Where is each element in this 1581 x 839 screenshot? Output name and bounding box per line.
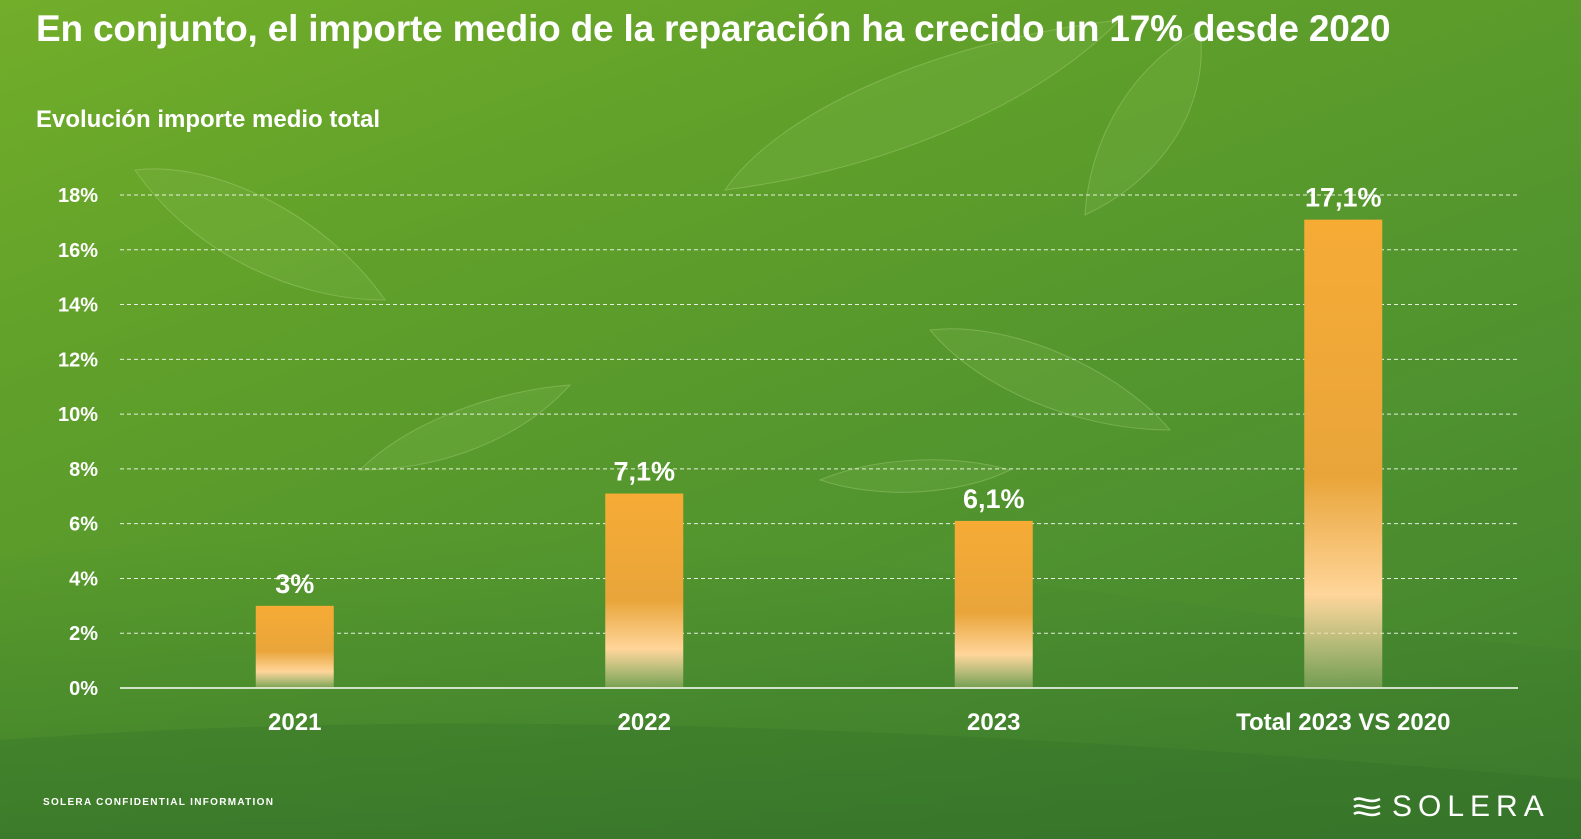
x-tick-label: 2021 — [268, 709, 321, 736]
solera-logo: SOLERA — [1352, 787, 1550, 827]
y-tick-label: 10% — [58, 404, 98, 426]
leaf-shape — [723, 19, 1122, 191]
y-tick-label: 0% — [69, 678, 98, 700]
logo-text: SOLERA — [1392, 790, 1550, 823]
x-tick-label: Total 2023 VS 2020 — [1236, 709, 1450, 736]
data-label: 17,1% — [1305, 183, 1382, 213]
y-tick-label: 2% — [69, 623, 98, 645]
data-label: 3% — [275, 569, 314, 599]
leaf-shape — [134, 168, 386, 301]
leaf-shape — [929, 328, 1172, 431]
page-title: En conjunto, el importe medio de la repa… — [36, 8, 1391, 49]
y-tick-label: 16% — [58, 240, 98, 262]
confidential-footer: SOLERA CONFIDENTIAL INFORMATION — [43, 797, 275, 808]
y-tick-label: 12% — [58, 349, 98, 371]
data-label: 7,1% — [613, 457, 675, 487]
y-tick-label: 18% — [58, 185, 98, 207]
x-tick-label: 2023 — [967, 709, 1020, 736]
bar-2022 — [605, 493, 684, 688]
x-tick-label: 2022 — [618, 709, 671, 736]
leaf-shape — [1084, 29, 1202, 216]
leaf-shape — [818, 459, 1012, 493]
data-label: 6,1% — [963, 484, 1025, 514]
bar-total-2023-vs-2020 — [1304, 219, 1383, 688]
solera-wave-icon — [1353, 797, 1381, 817]
y-tick-label: 6% — [69, 514, 98, 536]
y-tick-label: 4% — [69, 568, 98, 590]
leaf-shape — [358, 384, 572, 471]
bar-2021 — [255, 605, 334, 688]
hill-shape — [0, 723, 1581, 839]
y-tick-label: 8% — [69, 459, 98, 481]
bar-2023 — [954, 520, 1033, 688]
chart-subtitle: Evolución importe medio total — [36, 106, 381, 133]
y-tick-label: 14% — [58, 295, 98, 317]
